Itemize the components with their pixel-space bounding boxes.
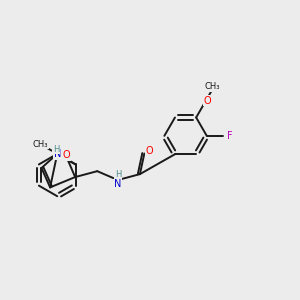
Text: F: F [226, 131, 232, 141]
Text: H: H [53, 145, 59, 154]
Text: N: N [114, 179, 122, 189]
Text: H: H [115, 170, 121, 179]
Text: O: O [146, 146, 154, 156]
Text: O: O [203, 95, 211, 106]
Text: O: O [62, 150, 70, 160]
Text: N: N [54, 149, 61, 159]
Text: CH₃: CH₃ [205, 82, 220, 91]
Text: CH₃: CH₃ [33, 140, 49, 149]
